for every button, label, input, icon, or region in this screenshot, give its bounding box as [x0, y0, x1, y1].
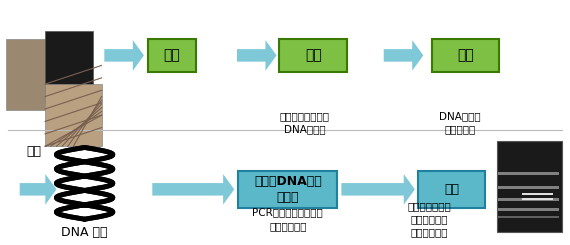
FancyBboxPatch shape	[536, 198, 553, 200]
FancyBboxPatch shape	[45, 84, 101, 146]
FancyBboxPatch shape	[279, 39, 347, 72]
FancyBboxPatch shape	[498, 172, 559, 175]
Polygon shape	[56, 205, 113, 219]
FancyBboxPatch shape	[238, 171, 337, 208]
FancyBboxPatch shape	[496, 142, 561, 232]
FancyBboxPatch shape	[522, 198, 553, 200]
Polygon shape	[56, 147, 113, 162]
FancyBboxPatch shape	[498, 208, 559, 211]
FancyBboxPatch shape	[536, 193, 553, 195]
Text: 精製: 精製	[457, 49, 474, 62]
Text: 検出: 検出	[444, 183, 459, 196]
Text: 抽出: 抽出	[305, 49, 321, 62]
FancyBboxPatch shape	[418, 171, 486, 208]
Text: DNA以外の
分子を除去: DNA以外の 分子を除去	[439, 111, 481, 134]
Polygon shape	[56, 191, 113, 205]
FancyBboxPatch shape	[431, 39, 499, 72]
Polygon shape	[56, 162, 113, 176]
FancyBboxPatch shape	[498, 198, 559, 201]
FancyBboxPatch shape	[498, 186, 559, 189]
FancyBboxPatch shape	[148, 39, 196, 72]
FancyBboxPatch shape	[45, 31, 93, 103]
Text: 増幅した特異的
領域の有無に
よる種の特定: 増幅した特異的 領域の有無に よる種の特定	[407, 201, 451, 237]
FancyBboxPatch shape	[6, 39, 54, 110]
FancyBboxPatch shape	[522, 193, 553, 195]
Text: タンパク質の分解
DNAの抽出: タンパク質の分解 DNAの抽出	[280, 111, 330, 134]
Text: 特異的DNA領域
の増幅: 特異的DNA領域 の増幅	[254, 175, 321, 204]
Text: DNA 溶液: DNA 溶液	[62, 226, 108, 239]
Text: 細断: 細断	[164, 49, 181, 62]
Polygon shape	[56, 176, 113, 190]
FancyBboxPatch shape	[498, 216, 559, 218]
Text: PCR法による種特異的
な領域の増幅: PCR法による種特異的 な領域の増幅	[253, 208, 323, 231]
Text: 繊維: 繊維	[26, 145, 41, 158]
